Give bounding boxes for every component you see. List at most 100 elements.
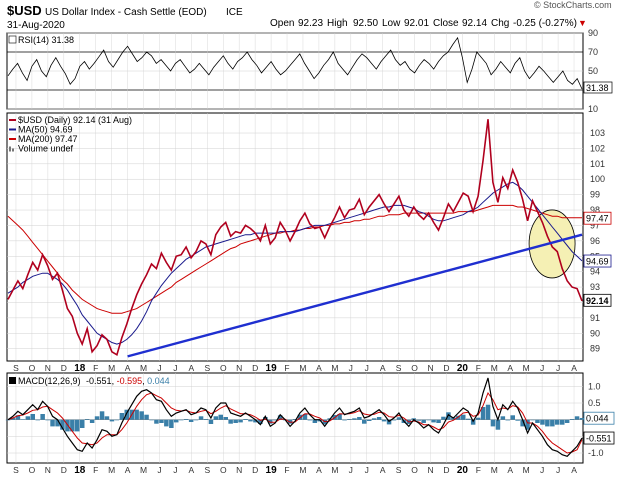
- macd-month-label: 20: [457, 465, 469, 476]
- macd-histogram-bar: [139, 411, 144, 420]
- macd-month-label: A: [316, 465, 322, 475]
- price-tick-label: 98: [590, 205, 600, 215]
- price-month-label: S: [204, 363, 210, 373]
- close-value: 92.14: [462, 18, 487, 29]
- price-month-label: 20: [457, 363, 469, 374]
- macd-month-label: 18: [74, 465, 86, 476]
- price-month-label: A: [316, 363, 322, 373]
- macd-histogram-bar: [495, 419, 501, 430]
- open-value: 92.23: [298, 18, 323, 29]
- macd-histogram-bar: [441, 416, 446, 420]
- chart-date: 31-Aug-2020: [7, 20, 65, 31]
- macd-histogram-bar: [174, 419, 179, 423]
- price-month-label: F: [476, 363, 481, 373]
- macd-month-label: D: [61, 465, 67, 475]
- macd-month-label: F: [93, 465, 98, 475]
- macd-month-label: S: [204, 465, 210, 475]
- price-tick-label: 103: [590, 128, 605, 138]
- watermark: © StockCharts.com: [534, 0, 612, 10]
- macd-histogram-bar: [421, 419, 426, 423]
- macd-histogram-bar: [223, 417, 228, 420]
- macd-histogram-bar: [248, 419, 253, 422]
- rsi-axis: 9070503010: [588, 28, 598, 114]
- macd-histogram-bar: [381, 419, 387, 422]
- exchange-label: ICE: [226, 7, 243, 18]
- price-gridlines: [7, 113, 583, 361]
- macd-month-label: O: [411, 465, 418, 475]
- price-month-label: J: [173, 363, 177, 373]
- high-value: 92.50: [353, 18, 378, 29]
- macd-month-label: S: [13, 465, 19, 475]
- price-tick-label: 99: [590, 190, 600, 200]
- macd-histogram-bar: [238, 419, 243, 423]
- volume-legend-icon: [9, 146, 11, 152]
- macd-histogram-bar: [70, 419, 75, 432]
- price-value-tags: 97.47 94.69 92.14: [583, 211, 612, 307]
- macd-histogram-bar: [25, 416, 31, 420]
- macd-histogram-bar: [302, 414, 308, 420]
- macd-histogram-bar: [510, 415, 515, 420]
- rsi-legend: RSI(14) 31.38: [18, 35, 74, 45]
- macd-histogram-bar: [505, 419, 510, 421]
- macd-histogram-bar: [337, 414, 342, 420]
- macd-histogram-bar: [183, 419, 189, 420]
- price-month-label: M: [299, 363, 306, 373]
- macd-histogram-bar: [198, 416, 204, 420]
- macd-month-label: O: [220, 465, 227, 475]
- macd-histogram-bar: [367, 419, 372, 421]
- macd-legend: MACD(12,26,9) -0.551, -0.595, 0.044: [9, 376, 170, 386]
- macd-histogram-bar: [475, 417, 481, 420]
- macd-histogram-bar: [263, 417, 268, 420]
- rsi-tick-label: 10: [588, 104, 598, 114]
- rsi-line: [7, 36, 583, 90]
- price-tick-label: 96: [590, 236, 600, 246]
- price-month-label: O: [29, 363, 36, 373]
- price-month-label: J: [157, 363, 161, 373]
- price-month-label: M: [331, 363, 338, 373]
- price-month-label: J: [365, 363, 369, 373]
- macd-time-axis: S O N D 18 F M A M J J A S O N D 19 F M A M J J A S O N D 20 F M A M J J A: [13, 465, 577, 476]
- rsi-tick-label: 50: [588, 66, 598, 76]
- price-tick-label: 102: [590, 143, 605, 153]
- macd-histogram-bar: [396, 417, 402, 420]
- macd-histogram-bar: [164, 419, 169, 427]
- macd-histogram-bar: [154, 419, 159, 424]
- macd-legend-histogram: 0.044: [147, 376, 170, 386]
- macd-line: [7, 377, 583, 457]
- macd-month-label: M: [523, 465, 530, 475]
- macd-month-label: M: [491, 465, 498, 475]
- macd-histogram-bar: [273, 419, 278, 421]
- macd-value-tag-box: [583, 431, 615, 445]
- macd-panel: 1.00.5-0.5-1.0 MACD(12,26,9) -0.551, -0.…: [5, 372, 615, 464]
- support-trendline: [127, 233, 583, 358]
- macd-histogram-bar: [485, 404, 491, 420]
- macd-histogram-bar: [15, 415, 21, 420]
- low-label: Low: [382, 18, 401, 29]
- price-month-label: O: [220, 363, 227, 373]
- low-value: 92.01: [404, 18, 429, 29]
- price-legend-label: MA(50) 94.69: [18, 125, 73, 135]
- macd-month-label: J: [556, 465, 560, 475]
- macd-histogram-bar: [243, 419, 248, 420]
- macd-histogram-bar: [20, 419, 26, 420]
- macd-histogram-bar: [490, 419, 496, 427]
- price-value-tag-box: [583, 293, 612, 307]
- macd-histogram-bar: [75, 419, 80, 432]
- price-month-label: F: [284, 363, 289, 373]
- macd-month-label: J: [365, 465, 369, 475]
- macd-histogram-bar: [480, 407, 486, 420]
- price-legend: $USD (Daily) 92.14 (31 Aug)MA(50) 94.69M…: [9, 115, 132, 154]
- high-label: High: [327, 18, 348, 29]
- change-label: Chg: [491, 18, 509, 29]
- macd-histogram-bar: [213, 416, 219, 420]
- rsi-last-value-tag: 31.38: [583, 81, 613, 94]
- price-value-tag: 92.14: [586, 296, 609, 306]
- price-month-label: 18: [74, 363, 86, 374]
- macd-month-label: A: [571, 465, 577, 475]
- macd-value-tag-box: [583, 411, 615, 425]
- price-month-label: M: [108, 363, 115, 373]
- macd-histogram-bar: [362, 419, 367, 424]
- macd-histogram-bar: [134, 409, 139, 420]
- macd-histogram-bar: [188, 419, 194, 422]
- price-legend-label: MA(200) 97.47: [18, 134, 78, 144]
